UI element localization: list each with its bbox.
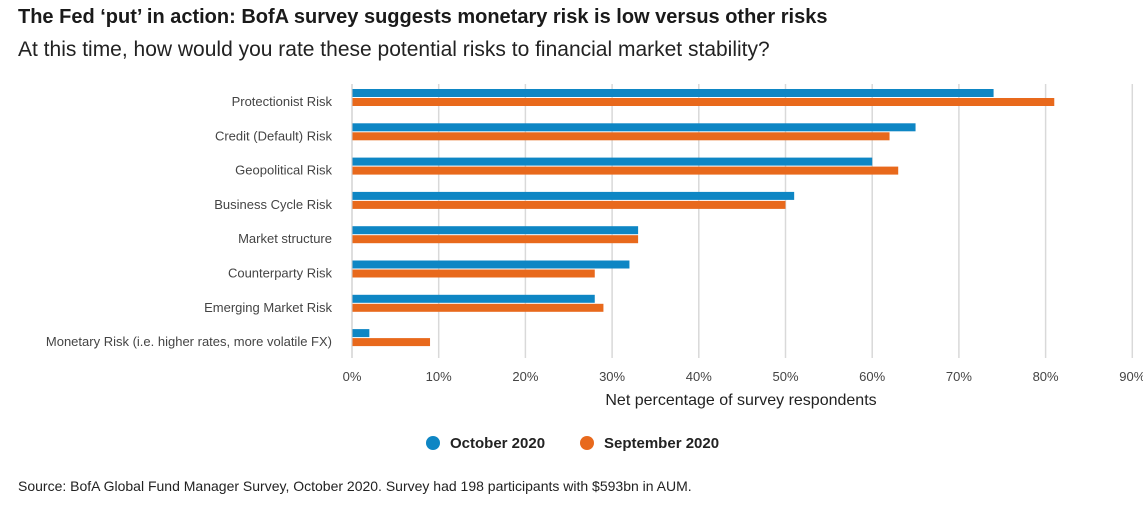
x-tick-label: 10% bbox=[426, 369, 452, 384]
category-label: Counterparty Risk bbox=[228, 266, 333, 281]
x-tick-label: 90% bbox=[1119, 369, 1143, 384]
bar-chart: 0% 10% 20% 30% 40% 50% 60% 70% 80% 90% Net percent… bbox=[46, 84, 1143, 452]
x-tick-label: 50% bbox=[772, 369, 798, 384]
bar-september bbox=[352, 235, 639, 244]
x-tick-label: 20% bbox=[512, 369, 538, 384]
x-tick-label: 80% bbox=[1033, 369, 1059, 384]
legend-marker bbox=[580, 436, 594, 450]
category-label: Market structure bbox=[238, 231, 332, 246]
x-axis-label: Net percentage of survey respondents bbox=[605, 392, 876, 409]
category-label: Credit (Default) Risk bbox=[215, 128, 333, 143]
legend-label: September 2020 bbox=[604, 435, 719, 452]
bar-september bbox=[352, 166, 899, 175]
category-label: Emerging Market Risk bbox=[204, 300, 332, 315]
bar-october bbox=[352, 260, 630, 269]
chart-subtitle: At this time, how would you rate these p… bbox=[18, 38, 770, 61]
x-tick-label: 0% bbox=[343, 369, 362, 384]
source-note: Source: BofA Global Fund Manager Survey,… bbox=[18, 478, 692, 494]
chart-title: The Fed ‘put’ in action: BofA survey sug… bbox=[18, 6, 828, 28]
category-label: Business Cycle Risk bbox=[214, 197, 332, 212]
bar-october bbox=[352, 157, 873, 166]
bar-october bbox=[352, 123, 916, 132]
bar-september bbox=[352, 338, 431, 347]
category-label: Monetary Risk (i.e. higher rates, more v… bbox=[46, 334, 332, 349]
bar-september bbox=[352, 200, 786, 209]
x-tick-label: 30% bbox=[599, 369, 625, 384]
category-label: Geopolitical Risk bbox=[235, 163, 332, 178]
bar-october bbox=[352, 329, 370, 338]
bar-october bbox=[352, 226, 639, 235]
bar-september bbox=[352, 98, 1055, 106]
bar-september bbox=[352, 269, 595, 278]
bar-october bbox=[352, 191, 795, 200]
bar-september bbox=[352, 303, 604, 312]
bar-september bbox=[352, 132, 890, 141]
x-tick-label: 60% bbox=[859, 369, 885, 384]
category-label: Protectionist Risk bbox=[232, 94, 333, 109]
x-tick-label: 40% bbox=[686, 369, 712, 384]
bar-october bbox=[352, 294, 595, 303]
x-tick-label: 70% bbox=[946, 369, 972, 384]
legend-marker bbox=[426, 436, 440, 450]
legend-label: October 2020 bbox=[450, 435, 545, 452]
bar-october bbox=[352, 89, 994, 97]
